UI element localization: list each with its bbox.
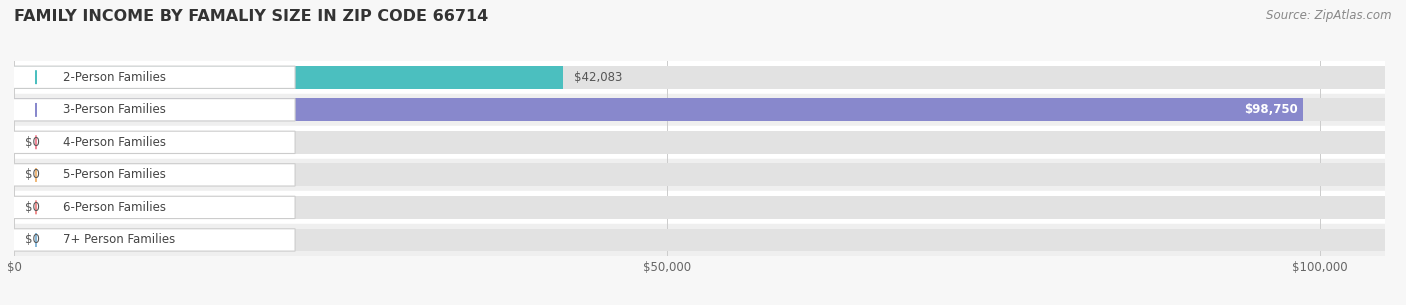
Bar [14,131,1385,154]
Text: $42,083: $42,083 [575,71,623,84]
Text: 2-Person Families: 2-Person Families [63,71,166,84]
FancyBboxPatch shape [11,66,295,88]
Text: 4-Person Families: 4-Person Families [63,136,166,149]
Text: 3-Person Families: 3-Person Families [63,103,166,116]
Text: 6-Person Families: 6-Person Families [63,201,166,214]
Text: $0: $0 [25,233,39,246]
Bar [14,159,1385,191]
Text: FAMILY INCOME BY FAMALIY SIZE IN ZIP CODE 66714: FAMILY INCOME BY FAMALIY SIZE IN ZIP COD… [14,9,488,24]
Bar [14,228,1385,251]
Text: $98,750: $98,750 [1244,103,1298,116]
Bar [14,66,1385,89]
FancyBboxPatch shape [11,196,295,219]
Text: $0: $0 [25,136,39,149]
Bar [14,99,1385,121]
Bar [14,163,1385,186]
FancyBboxPatch shape [11,99,295,121]
Bar [14,61,1385,94]
FancyBboxPatch shape [11,229,295,251]
FancyBboxPatch shape [11,164,295,186]
Text: $0: $0 [25,168,39,181]
Bar [14,224,1385,256]
Bar [14,196,1385,219]
Text: 5-Person Families: 5-Person Families [63,168,166,181]
Bar [14,94,1385,126]
Bar [14,66,564,89]
Text: 7+ Person Families: 7+ Person Families [63,233,176,246]
FancyBboxPatch shape [11,131,295,153]
Text: Source: ZipAtlas.com: Source: ZipAtlas.com [1267,9,1392,22]
Bar [14,191,1385,224]
Bar [14,99,1303,121]
Text: $0: $0 [25,201,39,214]
Bar [14,126,1385,159]
